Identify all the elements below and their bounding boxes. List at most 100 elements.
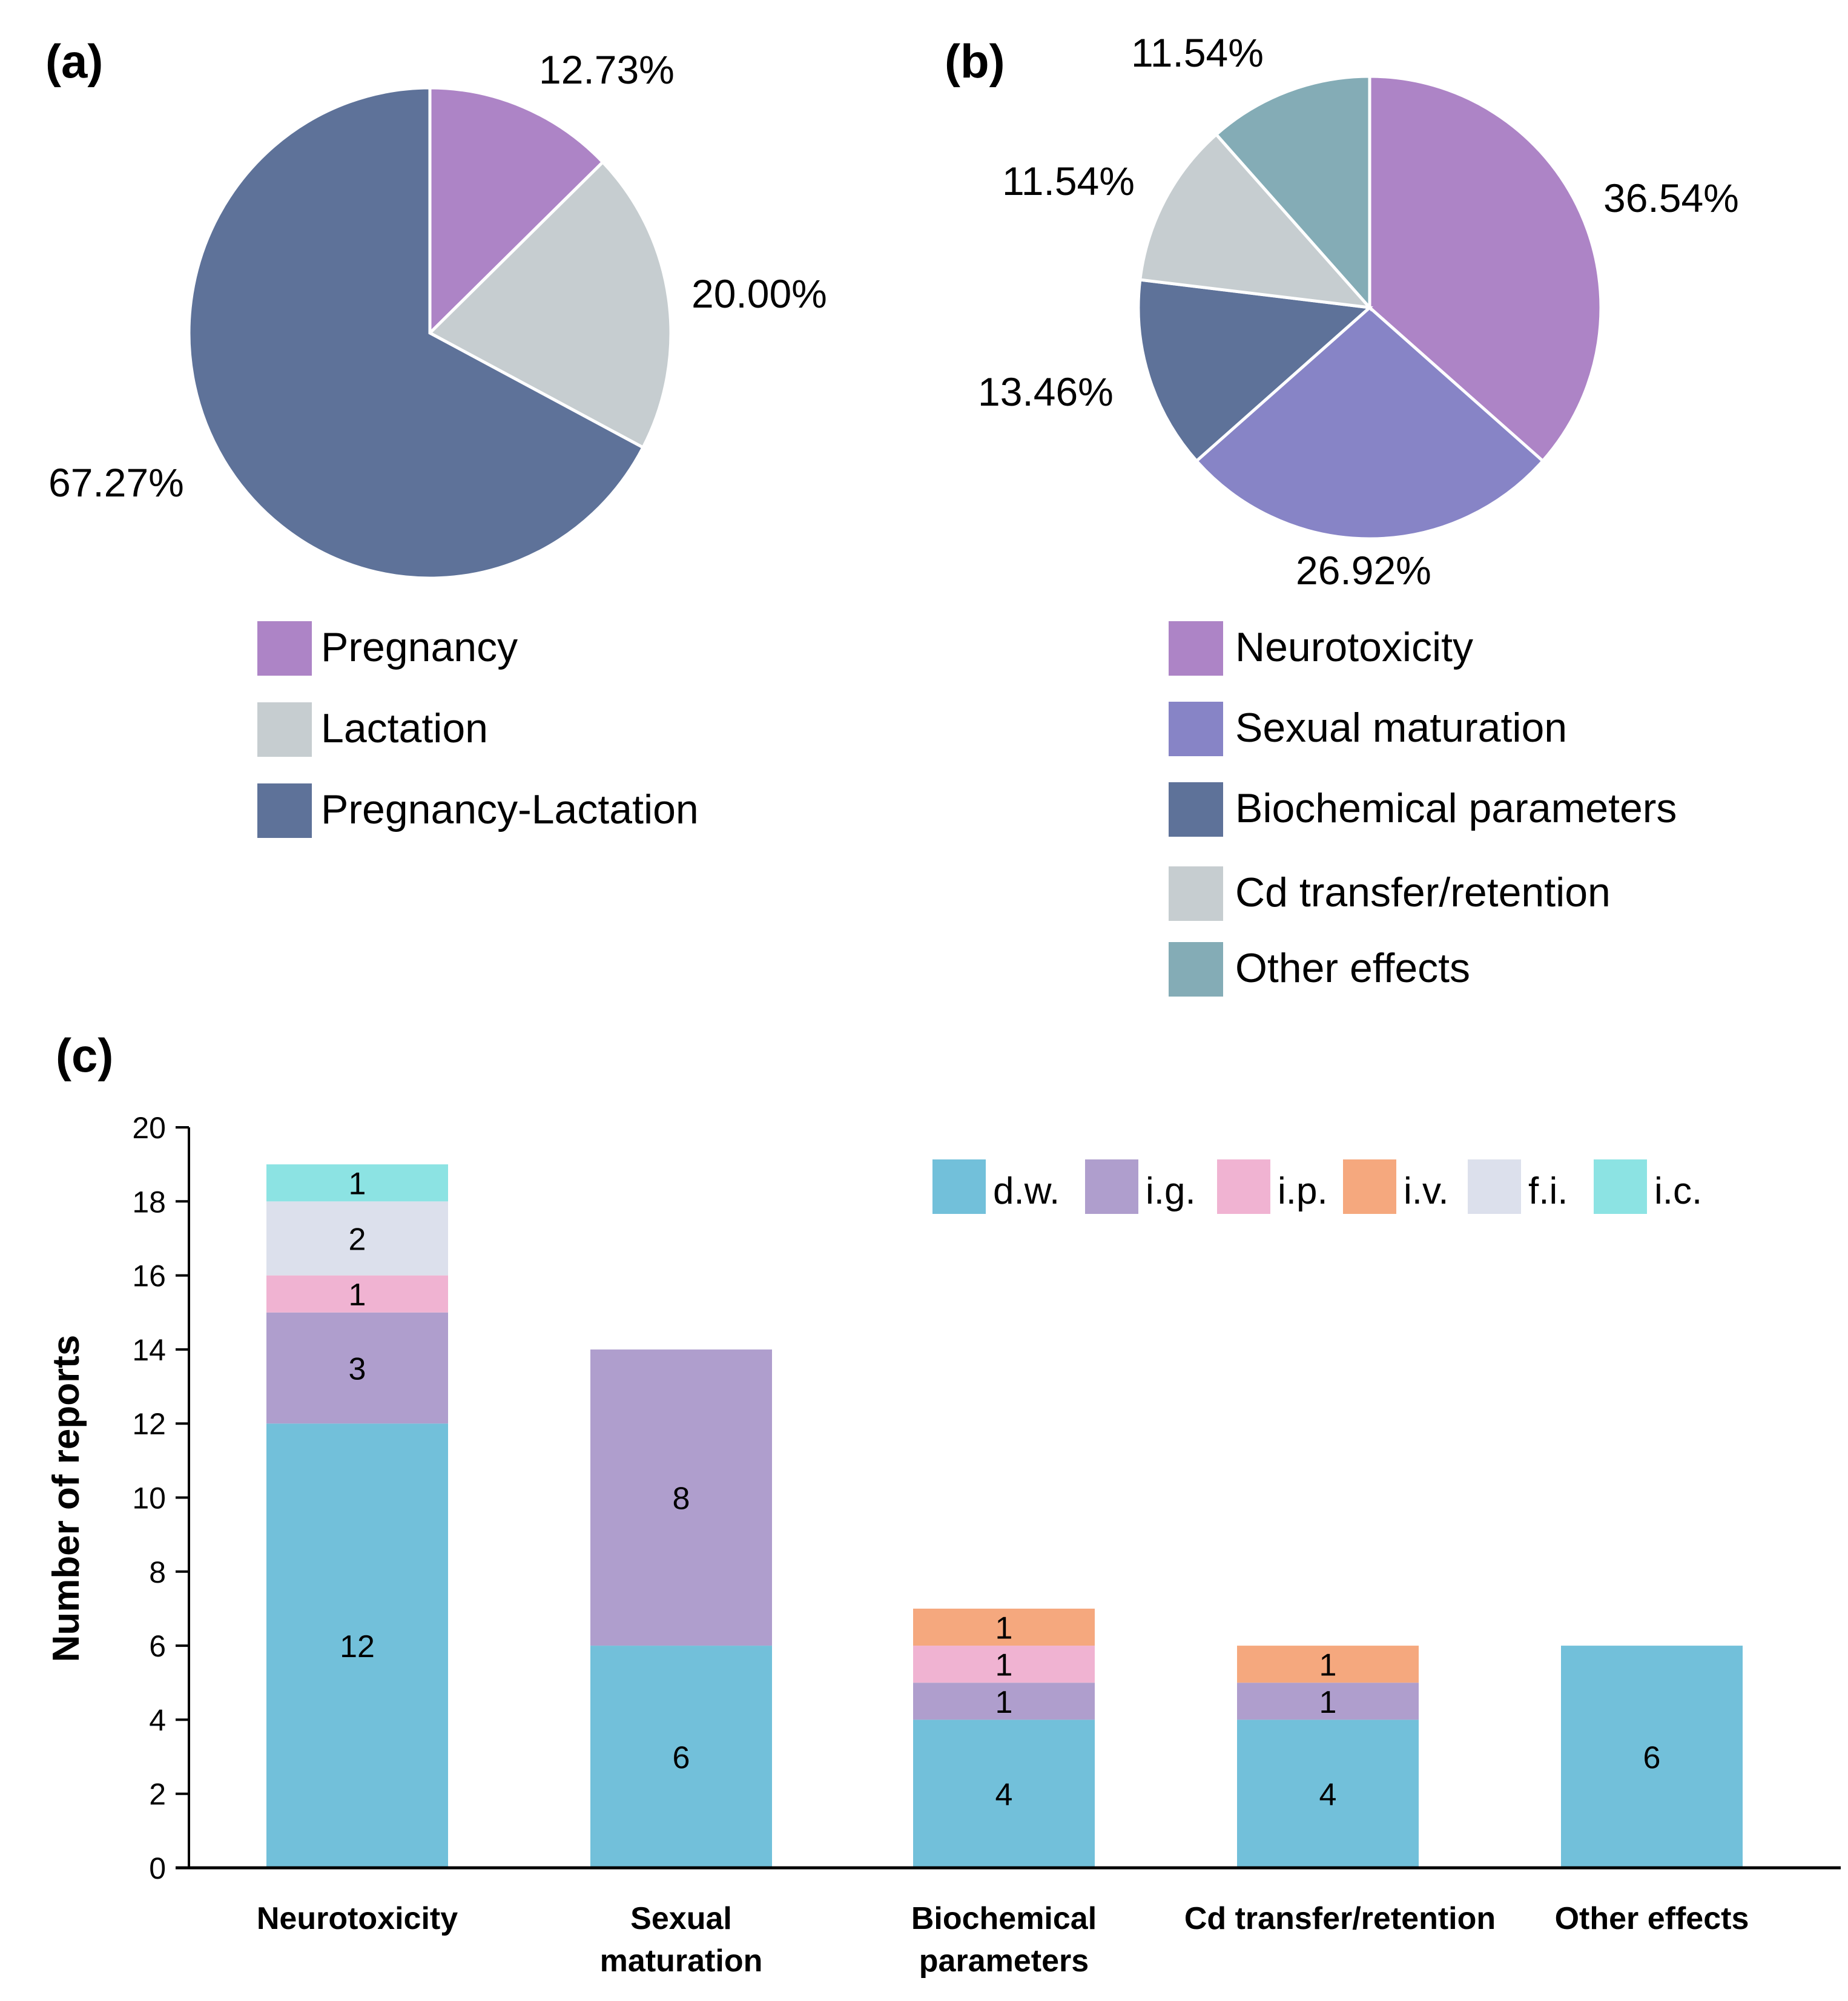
bar-segment-other-effects-d-w xyxy=(1561,1646,1743,1868)
bar-value-label-biochemical-parameters-d-w: 4 xyxy=(995,1778,1013,1813)
bar-segment-neurotoxicity-i-g xyxy=(266,1312,448,1424)
panel-label-a: (a) xyxy=(45,35,103,88)
y-tick-label-0: 0 xyxy=(149,1851,166,1885)
legend-item-other-effects: Other effects xyxy=(1169,942,1470,997)
bar-value-label-neurotoxicity-d-w: 12 xyxy=(340,1629,375,1664)
bar-legend-swatch xyxy=(1468,1159,1521,1214)
y-tick-label-20: 20 xyxy=(132,1111,166,1145)
legend-label: Neurotoxicity xyxy=(1235,624,1473,670)
bar-legend-swatch xyxy=(1085,1159,1138,1214)
pie-slice-sexual-maturation xyxy=(1194,305,1545,541)
pie-slice-cd-transfer-retention xyxy=(1138,132,1374,310)
legend-swatch xyxy=(1169,702,1223,756)
legend-item-biochemical-parameters: Biochemical parameters xyxy=(1169,782,1677,837)
legend-item-sexual-maturation: Sexual maturation xyxy=(1169,702,1567,756)
legend-label: Biochemical parameters xyxy=(1235,785,1677,831)
x-category-label-sexual-maturation-line1: Sexual xyxy=(630,1901,732,1936)
axes xyxy=(176,1127,1841,1870)
pie-b-label-cd-transfer: 11.54% xyxy=(1002,159,1135,203)
bar-value-label-other-effects-d-w: 6 xyxy=(1643,1741,1661,1776)
y-axis-ticks: 0 2 4 6 8 10 12 14 16 18 20 xyxy=(132,1111,189,1885)
bar-legend-label: i.c. xyxy=(1654,1170,1702,1212)
legend-item-pregnancy-lactation: Pregnancy-Lactation xyxy=(257,783,699,838)
bar-value-label-neurotoxicity-i-p: 1 xyxy=(349,1277,366,1313)
bar-segment-cd-transfer-retention-i-g xyxy=(1237,1683,1419,1720)
legend-swatch xyxy=(257,621,312,676)
x-axis-categories: Neurotoxicity Sexual maturation Biochemical… xyxy=(257,1901,1749,1979)
bar-segment-cd-transfer-retention-d-w xyxy=(1237,1719,1419,1868)
y-tick-label-4: 4 xyxy=(149,1703,166,1737)
legend-label: Pregnancy xyxy=(321,624,518,670)
bar-value-label-cd-transfer-retention-i-v: 1 xyxy=(1319,1648,1337,1683)
y-tick-label-10: 10 xyxy=(132,1482,166,1515)
legend-swatch xyxy=(257,783,312,838)
pie-a-label-lactation: 20.00% xyxy=(691,271,827,316)
bar-segment-sexual-maturation-d-w xyxy=(590,1646,772,1868)
y-tick-label-2: 2 xyxy=(149,1778,166,1811)
x-category-label-biochemical-parameters-line2: parameters xyxy=(919,1943,1089,1979)
bar-value-label-cd-transfer-retention-i-g: 1 xyxy=(1319,1685,1337,1720)
bar-legend-item-i-c: i.c. xyxy=(1594,1159,1702,1214)
legend-item-pregnancy: Pregnancy xyxy=(257,621,518,676)
pie-b-label-neurotoxicity: 36.54% xyxy=(1603,176,1739,220)
legend-item-cd-transfer-retention: Cd transfer/retention xyxy=(1169,866,1611,921)
bar-legend-item-i-g: i.g. xyxy=(1085,1159,1196,1214)
x-category-label-biochemical-parameters-line1: Biochemical xyxy=(911,1901,1097,1936)
pie-slice-neurotoxicity xyxy=(1368,74,1603,463)
panel-label-c: (c) xyxy=(56,1029,113,1082)
bar-value-label-sexual-maturation-i-g: 8 xyxy=(673,1482,690,1517)
bar-legend-item-d-w: d.w. xyxy=(932,1159,1060,1214)
y-tick-label-14: 14 xyxy=(132,1333,166,1367)
x-category-label-cd-transfer-retention: Cd transfer/retention xyxy=(1184,1901,1496,1936)
bar-stack-other-effects: 6 xyxy=(1561,1646,1743,1868)
pie-chart-a xyxy=(187,86,673,580)
bar-segment-biochemical-parameters-i-g xyxy=(913,1683,1095,1720)
pie-b-labels: 36.54% 26.92% 13.46% 11.54% 11.54% xyxy=(978,30,1739,593)
legend-label: Cd transfer/retention xyxy=(1235,869,1611,915)
legend-label: Sexual maturation xyxy=(1235,705,1567,751)
bar-legend-item-f-i: f.i. xyxy=(1468,1159,1568,1214)
bar-segment-neurotoxicity-i-p xyxy=(266,1275,448,1313)
x-category-label-sexual-maturation-line2: maturation xyxy=(600,1943,763,1979)
bar-segment-sexual-maturation-i-g xyxy=(590,1349,772,1646)
x-category-label-other-effects: Other effects xyxy=(1555,1901,1749,1936)
bar-value-label-sexual-maturation-d-w: 6 xyxy=(673,1741,690,1776)
bar-value-label-biochemical-parameters-i-p: 1 xyxy=(995,1648,1013,1683)
y-tick-label-16: 16 xyxy=(132,1259,166,1293)
bar-segment-cd-transfer-retention-i-v xyxy=(1237,1646,1419,1683)
legend-b: Neurotoxicity Sexual maturation Biochemica… xyxy=(1169,621,1677,997)
bar-legend-swatch xyxy=(1217,1159,1270,1214)
bar-legend-label: i.p. xyxy=(1278,1170,1328,1212)
pie-a-labels: 12.73% 20.00% 67.27% xyxy=(48,47,827,505)
pie-slice-pregnancy-lactation xyxy=(187,86,645,580)
bar-segment-biochemical-parameters-d-w xyxy=(913,1719,1095,1868)
bar-legend-label: i.v. xyxy=(1404,1170,1449,1212)
legend-swatch xyxy=(1169,866,1223,921)
bar-segment-biochemical-parameters-i-v xyxy=(913,1608,1095,1646)
bar-stack-cd-transfer-retention: 4 11 xyxy=(1237,1646,1419,1868)
bar-value-label-neurotoxicity-i-c: 1 xyxy=(349,1167,366,1202)
y-tick-label-8: 8 xyxy=(149,1555,166,1589)
bar-value-label-neurotoxicity-f-i: 2 xyxy=(349,1222,366,1257)
panel-label-b: (b) xyxy=(945,35,1005,88)
pie-b-label-other-effects: 11.54% xyxy=(1131,30,1264,75)
y-tick-label-12: 12 xyxy=(132,1407,166,1441)
pie-slice-lactation xyxy=(427,160,673,450)
pie-a-label-pregnancy-lactation: 67.27% xyxy=(48,460,184,505)
legend-a: Pregnancy Lactation Pregnancy-Lactation xyxy=(257,621,699,838)
bar-segment-biochemical-parameters-i-p xyxy=(913,1646,1095,1683)
bar-value-label-neurotoxicity-i-g: 3 xyxy=(349,1351,366,1386)
pie-b-label-sexual-maturation: 26.92% xyxy=(1296,548,1431,593)
pie-chart-b xyxy=(1137,74,1603,541)
x-category-label-neurotoxicity: Neurotoxicity xyxy=(257,1901,458,1936)
bar-value-label-cd-transfer-retention-d-w: 4 xyxy=(1319,1778,1337,1813)
pie-slice-biochemical-parameters xyxy=(1137,278,1373,463)
bar-legend-swatch xyxy=(932,1159,986,1214)
bar-stack-sexual-maturation: 68 xyxy=(590,1349,772,1868)
legend-swatch xyxy=(257,702,312,757)
bar-segment-neurotoxicity-f-i xyxy=(266,1201,448,1276)
bar-value-label-biochemical-parameters-i-v: 1 xyxy=(995,1611,1013,1646)
